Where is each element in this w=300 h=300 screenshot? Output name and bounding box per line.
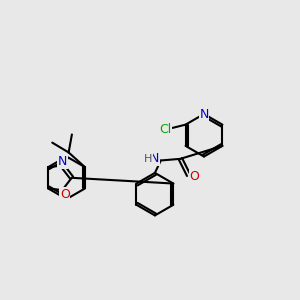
Text: O: O <box>190 170 200 183</box>
Text: N: N <box>58 155 67 168</box>
Text: Cl: Cl <box>159 123 171 136</box>
Text: N: N <box>150 152 160 165</box>
Text: H: H <box>144 154 153 164</box>
Text: O: O <box>60 188 70 200</box>
Text: N: N <box>199 107 209 121</box>
